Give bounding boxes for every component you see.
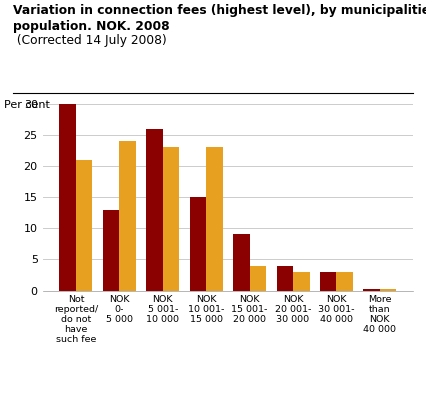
Bar — [206, 147, 223, 290]
Bar — [163, 147, 179, 290]
Text: Variation in connection fees (highest level), by municipalities and
population. : Variation in connection fees (highest le… — [13, 4, 426, 33]
Bar — [276, 266, 293, 290]
Bar — [233, 234, 250, 290]
Bar — [146, 129, 163, 290]
Bar — [380, 289, 396, 290]
Bar — [103, 210, 119, 290]
Text: Per cent: Per cent — [4, 100, 50, 110]
Text: (Corrected 14 July 2008): (Corrected 14 July 2008) — [13, 4, 167, 47]
Bar — [250, 266, 266, 290]
Bar — [60, 104, 76, 290]
Bar — [337, 272, 353, 290]
Bar — [119, 141, 136, 290]
Bar — [76, 160, 92, 290]
Bar — [293, 272, 310, 290]
Bar — [320, 272, 337, 290]
Bar — [190, 197, 206, 290]
Bar — [363, 289, 380, 290]
